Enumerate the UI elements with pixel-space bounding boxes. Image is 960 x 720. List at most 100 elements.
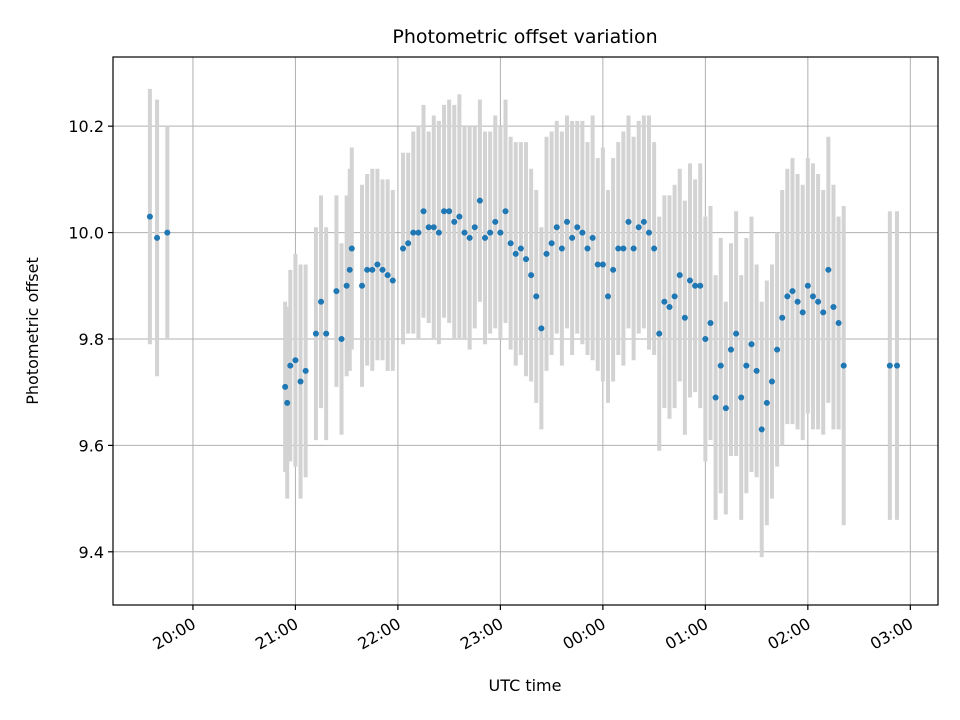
- data-point: [415, 229, 422, 236]
- data-point: [538, 325, 545, 332]
- data-point: [405, 240, 412, 247]
- data-point: [492, 218, 499, 225]
- data-point: [620, 245, 627, 252]
- data-point: [456, 213, 463, 220]
- data-point: [743, 362, 750, 369]
- data-point: [789, 288, 796, 295]
- data-point: [476, 197, 483, 204]
- x-tick-label: 02:00: [764, 614, 813, 654]
- x-tick-label: 01:00: [662, 614, 711, 654]
- data-point: [384, 272, 391, 279]
- x-tick-label: 03:00: [867, 614, 916, 654]
- data-point: [615, 245, 622, 252]
- data-point: [528, 272, 535, 279]
- data-point: [599, 261, 606, 268]
- data-point: [645, 229, 652, 236]
- data-point: [348, 245, 355, 252]
- x-axis: 20:00 21:00 22:00 23:00 00:00 01:00 02:00 03:00: [150, 605, 916, 654]
- data-point: [517, 245, 524, 252]
- data-point: [886, 362, 893, 369]
- chart-title: Photometric offset variation: [392, 26, 657, 48]
- data-point: [512, 250, 519, 257]
- y-tick-label: 10.2: [68, 117, 104, 136]
- y-tick-label: 9.6: [79, 436, 104, 455]
- data-point: [533, 293, 540, 300]
- data-point: [779, 314, 786, 321]
- data-point: [364, 266, 371, 273]
- x-tick-label: 20:00: [150, 614, 199, 654]
- data-point: [558, 245, 565, 252]
- data-point: [717, 362, 724, 369]
- data-point: [671, 293, 678, 300]
- data-point: [297, 378, 304, 385]
- data-point: [410, 229, 417, 236]
- errorbar-layer: [147, 88, 900, 558]
- data-point: [430, 224, 437, 231]
- data-point: [543, 250, 550, 257]
- data-point: [487, 229, 494, 236]
- data-point: [282, 383, 289, 390]
- points-layer: [146, 197, 901, 433]
- data-point: [707, 320, 714, 327]
- data-point: [346, 266, 353, 273]
- data-point: [661, 298, 668, 305]
- y-tick-label: 9.8: [79, 330, 104, 349]
- data-point: [446, 208, 453, 215]
- data-point: [594, 261, 601, 268]
- data-point: [466, 234, 473, 241]
- y-tick-label: 9.4: [79, 543, 104, 562]
- data-point: [343, 282, 350, 289]
- data-point: [804, 282, 811, 289]
- data-point: [768, 378, 775, 385]
- data-point: [681, 314, 688, 321]
- data-point: [164, 229, 171, 236]
- data-point: [748, 341, 755, 348]
- data-point: [640, 218, 647, 225]
- data-point: [569, 234, 576, 241]
- data-point: [523, 256, 530, 263]
- data-point: [815, 298, 822, 305]
- data-point: [676, 272, 683, 279]
- y-axis-label: Photometric offset: [23, 257, 42, 405]
- data-point: [441, 208, 448, 215]
- data-point: [799, 309, 806, 316]
- data-point: [369, 266, 376, 273]
- data-point: [507, 240, 514, 247]
- data-point: [763, 399, 770, 406]
- data-point: [389, 277, 396, 284]
- x-tick-label: 00:00: [559, 614, 608, 654]
- data-point: [584, 245, 591, 252]
- data-point: [692, 282, 699, 289]
- data-point: [651, 245, 658, 252]
- data-point: [287, 362, 294, 369]
- x-tick-label: 21:00: [252, 614, 301, 654]
- data-point: [753, 367, 760, 374]
- data-point: [548, 240, 555, 247]
- data-point: [758, 426, 765, 433]
- data-point: [154, 234, 161, 241]
- data-point: [894, 362, 901, 369]
- data-point: [497, 229, 504, 236]
- data-point: [323, 330, 330, 337]
- data-point: [312, 330, 319, 337]
- data-point: [702, 335, 709, 342]
- data-point: [425, 224, 432, 231]
- data-point: [553, 224, 560, 231]
- data-point: [630, 245, 637, 252]
- data-point: [359, 282, 366, 289]
- data-point: [574, 224, 581, 231]
- data-point: [820, 309, 827, 316]
- data-point: [589, 234, 596, 241]
- data-point: [400, 245, 407, 252]
- data-point: [830, 304, 837, 311]
- x-tick-label: 22:00: [354, 614, 403, 654]
- data-point: [435, 229, 442, 236]
- data-point: [727, 346, 734, 353]
- data-point: [579, 229, 586, 236]
- data-point: [840, 362, 847, 369]
- data-point: [809, 293, 816, 300]
- data-point: [697, 282, 704, 289]
- x-tick-label: 23:00: [457, 614, 506, 654]
- data-point: [835, 320, 842, 327]
